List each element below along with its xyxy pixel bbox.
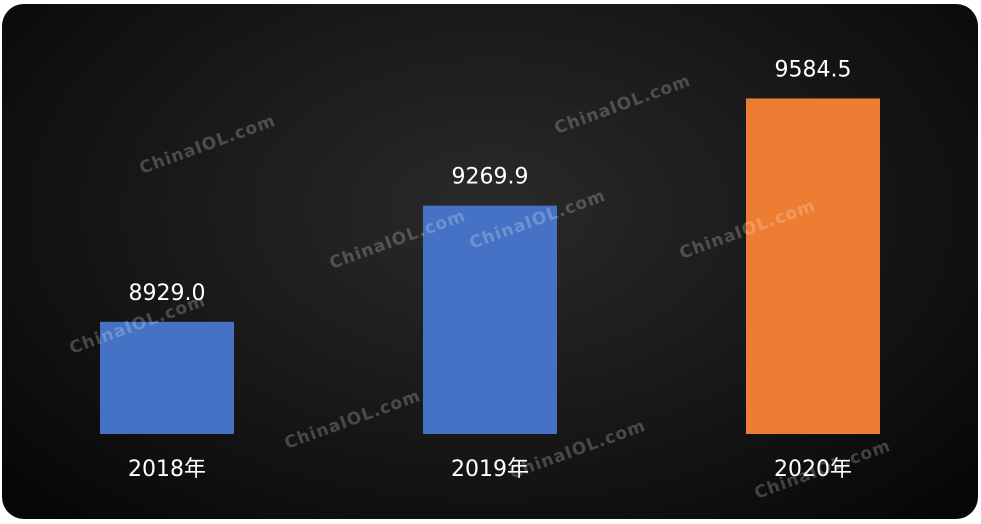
watermark: ChinaIOL.com	[552, 71, 694, 139]
bar-2018年	[100, 321, 234, 434]
x-tick-label: 2019年	[451, 457, 529, 482]
chart-frame: 8929.0 2018年 9269.9 2019年 9584.5 2020年 ChinaIO…	[2, 4, 978, 519]
x-tick-label: 2020年	[774, 457, 852, 482]
watermark: ChinaIOL.com	[282, 386, 424, 454]
data-label: 9584.5	[775, 57, 852, 82]
bar-2019年	[423, 205, 557, 434]
data-label: 8929.0	[129, 281, 206, 306]
bar-chart: 8929.0 2018年 9269.9 2019年 9584.5 2020年 ChinaIO…	[67, 57, 894, 503]
bar-2020年	[746, 98, 880, 434]
data-label: 9269.9	[452, 165, 529, 190]
watermark: ChinaIOL.com	[137, 111, 279, 179]
x-tick-label: 2018年	[128, 457, 206, 482]
